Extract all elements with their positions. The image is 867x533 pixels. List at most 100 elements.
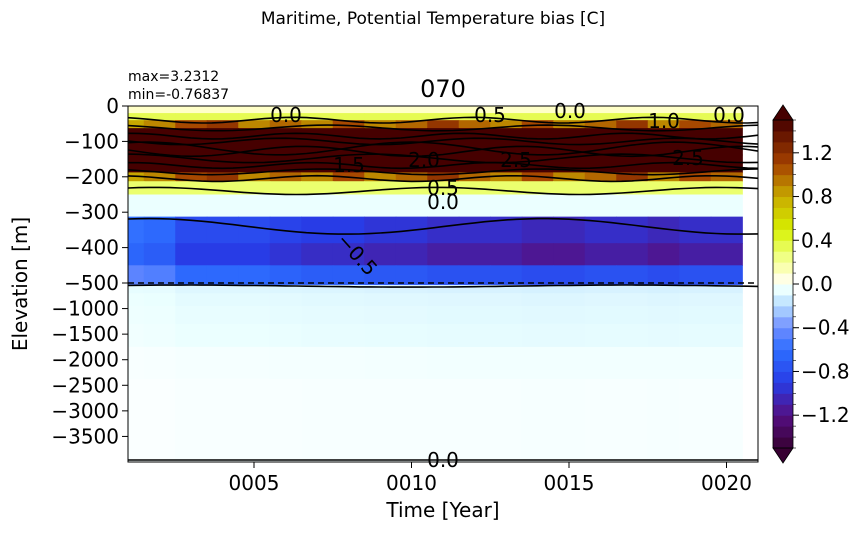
heatmap-cell [364, 181, 397, 196]
heatmap-cell [521, 306, 554, 325]
heatmap-cell [395, 284, 428, 294]
heatmap-cell [206, 154, 239, 165]
heatmap-cell [490, 113, 523, 121]
colorbar-swatch [773, 371, 793, 383]
heatmap-cell [710, 172, 743, 182]
heatmap-cell [710, 145, 743, 156]
y-tick-label: −1000 [51, 297, 119, 321]
heatmap-cell [206, 243, 239, 266]
heatmap-cell [175, 145, 208, 156]
heatmap-cell [238, 113, 271, 121]
heatmap-cell [584, 378, 617, 418]
heatmap-cell [128, 284, 145, 294]
heatmap-cell [269, 378, 302, 418]
heatmap-cell [395, 417, 428, 462]
heatmap-cell [206, 323, 239, 348]
heatmap-cell [458, 194, 491, 218]
plot-frame [127, 105, 759, 463]
heatmap-cell [332, 106, 365, 114]
heatmap-cell [458, 106, 491, 114]
heatmap-cell [521, 323, 554, 348]
heatmap-cell [301, 306, 334, 325]
heatmap-cell [206, 120, 239, 129]
heatmap-cell [710, 265, 743, 286]
heatmap-cell [679, 172, 712, 182]
contour-label: 1.5 [333, 153, 365, 177]
heatmap-cell [269, 194, 302, 218]
heatmap-cell [647, 163, 680, 173]
heatmap-cell [143, 154, 176, 165]
heatmap-cell [553, 378, 586, 418]
heatmap-cell [647, 284, 680, 294]
heatmap-cell [584, 172, 617, 182]
y-tick-label: −3500 [51, 424, 119, 448]
heatmap-cell [521, 145, 554, 156]
colorbar-swatch [773, 360, 793, 372]
heatmap-cell [584, 417, 617, 462]
heatmap-cell [364, 293, 397, 307]
heatmap-cell [332, 284, 365, 294]
heatmap-cell [584, 145, 617, 156]
heatmap-cell [584, 136, 617, 147]
heatmap-cell [175, 172, 208, 182]
heatmap-cell [427, 323, 460, 348]
heatmap-cell [427, 113, 460, 121]
heatmap-cell [553, 113, 586, 121]
contour-0-0-upper [128, 116, 758, 124]
heatmap-cell [332, 378, 365, 418]
colorbar-tick-label: −0.4 [801, 316, 850, 340]
colorbar-extend-max [772, 104, 794, 121]
heatmap-cell [301, 145, 334, 156]
heatmap-cell [647, 265, 680, 286]
heatmap-cell [458, 243, 491, 266]
heatmap-cell [584, 120, 617, 129]
heatmap-cell [332, 265, 365, 286]
heatmap-cell [143, 265, 176, 286]
heatmap-cell [647, 128, 680, 138]
heatmap-cell [490, 172, 523, 182]
heatmap-cell [206, 265, 239, 286]
heatmap-cell [584, 346, 617, 380]
heatmap-cell [679, 136, 712, 147]
y-tick-label: −500 [64, 271, 119, 295]
heatmap-cell [301, 113, 334, 121]
heatmap-cell [238, 194, 271, 218]
heatmap-cell [206, 216, 239, 244]
suptitle: Maritime, Potential Temperature bias [C] [261, 9, 605, 29]
colorbar-swatch [773, 338, 793, 351]
heatmap-cell [238, 163, 271, 173]
heatmap-cell [332, 128, 365, 138]
heatmap-cell [332, 323, 365, 348]
heatmap-cell [710, 243, 743, 266]
heatmap-cell [427, 216, 460, 244]
heatmap-cell [647, 154, 680, 165]
colorbar-tick-label: 0.8 [801, 185, 833, 209]
heatmap-cell [458, 120, 491, 129]
heatmap-cell [521, 216, 554, 244]
heatmap-cell [553, 172, 586, 182]
heatmap-cell [238, 136, 271, 147]
heatmap-cell [553, 284, 586, 294]
heatmap-cell [269, 163, 302, 173]
heatmap-cell [679, 120, 712, 129]
heatmap-cell [490, 120, 523, 129]
colorbar-extend-min [772, 447, 794, 464]
heatmap-cell [647, 378, 680, 418]
heatmap-cell [206, 284, 239, 294]
heatmap-cell [143, 417, 176, 462]
heatmap-cell [175, 243, 208, 266]
heatmap-cell [616, 323, 649, 348]
heatmap-cell [616, 293, 649, 307]
heatmap-cell [364, 216, 397, 244]
heatmap-cell [238, 243, 271, 266]
heatmap-cell [490, 293, 523, 307]
heatmap-cell [238, 306, 271, 325]
heatmap-cell [584, 194, 617, 218]
heatmap-cell [395, 323, 428, 348]
heatmap-cell [458, 216, 491, 244]
heatmap-cell [332, 163, 365, 173]
heatmap-cell [269, 417, 302, 462]
heatmap-cell [710, 120, 743, 129]
heatmap-cell [553, 265, 586, 286]
heatmap-cell [584, 306, 617, 325]
